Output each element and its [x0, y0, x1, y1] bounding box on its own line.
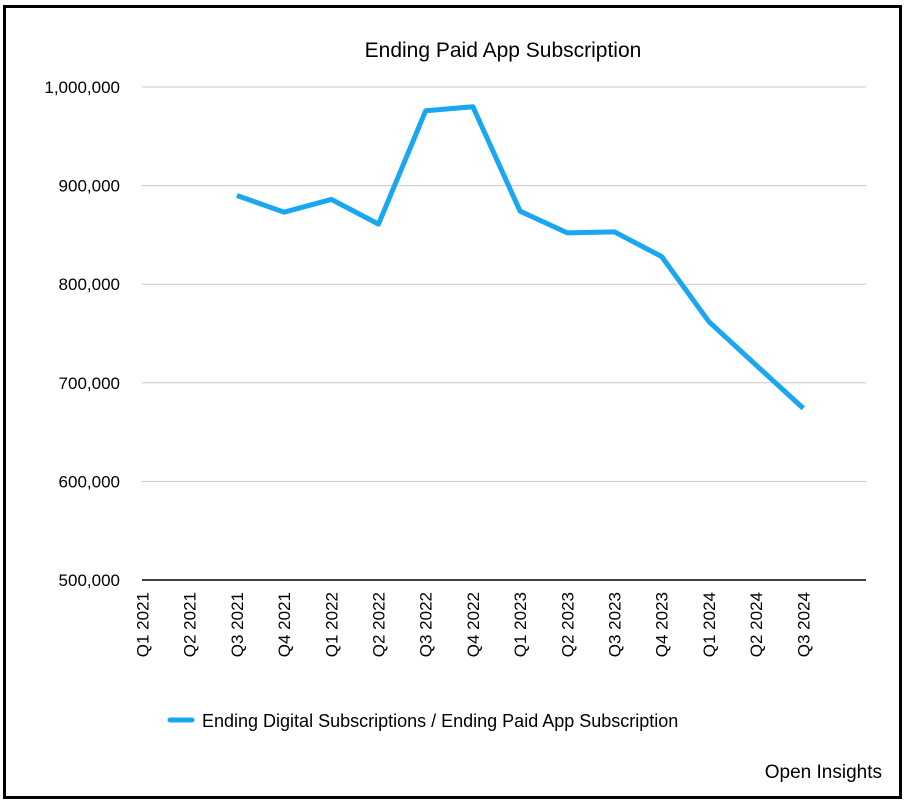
x-tick-label: Q1 2024 [700, 592, 719, 657]
x-tick-label: Q4 2022 [464, 592, 483, 657]
x-tick-label: Q3 2021 [228, 592, 247, 657]
gridlines [142, 86, 866, 581]
y-tick-label: 700,000 [59, 374, 120, 393]
y-axis: 500,000 600,000 700,000 800,000 900,000 1,000… [44, 78, 120, 590]
x-tick-label: Q2 2024 [747, 592, 766, 657]
x-axis: Q1 2021 Q2 2021 Q3 2021 Q4 2021 Q1 2022 Q2 20… [134, 592, 814, 657]
chart-title: Ending Paid App Subscription [365, 39, 642, 62]
credit-text: Open Insights [765, 762, 882, 783]
x-tick-label: Q3 2022 [417, 592, 436, 657]
x-tick-label: Q2 2021 [181, 592, 200, 657]
x-tick-label: Q1 2021 [134, 592, 153, 657]
y-tick-label: 1,000,000 [44, 78, 120, 97]
y-tick-label: 600,000 [59, 472, 120, 491]
series-layer [236, 104, 805, 411]
y-tick-label: 900,000 [59, 177, 120, 196]
x-tick-label: Q3 2023 [606, 592, 625, 657]
x-tick-label: Q3 2024 [794, 592, 813, 657]
x-tick-label: Q1 2022 [322, 592, 341, 657]
legend-label: Ending Digital Subscriptions / Ending Pa… [202, 711, 678, 731]
series-line [236, 104, 805, 411]
y-tick-label: 800,000 [59, 275, 120, 294]
chart-frame [3, 5, 902, 799]
legend: Ending Digital Subscriptions / Ending Pa… [167, 711, 678, 731]
x-tick-label: Q4 2021 [275, 592, 294, 657]
x-tick-label: Q4 2023 [653, 592, 672, 657]
x-tick-label: Q2 2022 [370, 592, 389, 657]
x-tick-label: Q1 2023 [511, 592, 530, 657]
x-tick-label: Q2 2023 [558, 592, 577, 657]
y-tick-label: 500,000 [59, 571, 120, 590]
